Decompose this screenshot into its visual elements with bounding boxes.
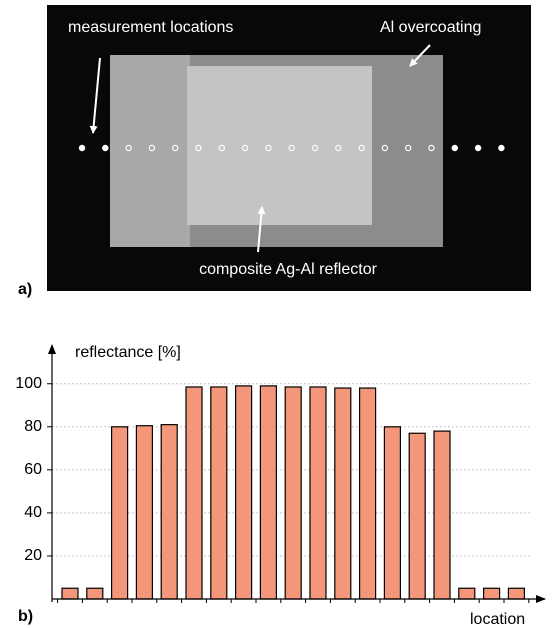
y-axis-label: reflectance [%] (75, 344, 181, 361)
bar (235, 385, 253, 600)
bar (483, 587, 501, 600)
arrow (89, 57, 101, 134)
dot (195, 144, 202, 152)
dot (428, 144, 435, 152)
dot (265, 144, 272, 152)
bar (458, 587, 476, 600)
bar (160, 424, 178, 600)
bar (210, 386, 228, 600)
panel-label: b) (18, 608, 33, 625)
dot (335, 144, 342, 152)
dot (148, 144, 156, 152)
y-tick-label: 100 (15, 375, 42, 392)
bar (284, 386, 302, 600)
al-overcoating-light (110, 55, 190, 247)
dot (498, 144, 505, 152)
dot (381, 144, 389, 152)
dot (311, 144, 319, 152)
dot (218, 144, 225, 152)
dot (474, 144, 482, 152)
dot (288, 144, 295, 152)
bar (383, 426, 401, 600)
dot (241, 144, 249, 152)
bar (86, 587, 104, 600)
measurement-dots (78, 144, 505, 152)
dot (102, 144, 109, 152)
dot (171, 144, 179, 152)
bar (185, 386, 203, 600)
chart: b) reflectance [%] location 20 40 60 80 100 (15, 344, 546, 628)
bar (433, 430, 451, 600)
dot (451, 144, 458, 152)
annotation: Al overcoating (380, 19, 481, 36)
annotation: measurement locations (68, 19, 233, 36)
photo: measurement locations Al overcoating com… (18, 5, 531, 298)
bar (135, 425, 153, 600)
dot (358, 144, 365, 152)
composite-reflector-area (187, 66, 372, 225)
panel-label: a) (18, 281, 32, 298)
x-axis-label: location (470, 611, 525, 628)
y-tick-label: 80 (24, 418, 42, 435)
dot (78, 144, 86, 152)
bar (110, 426, 129, 600)
y-tick-label: 60 (24, 461, 42, 478)
bar (309, 386, 327, 600)
bar (507, 587, 525, 600)
bar (259, 385, 277, 600)
bar (334, 387, 352, 600)
dot (405, 144, 412, 152)
bar (408, 432, 426, 600)
bar (61, 587, 79, 600)
y-tick-label: 40 (24, 504, 42, 521)
y-tick-label: 20 (24, 547, 42, 564)
dot (125, 144, 132, 152)
bar (359, 387, 377, 600)
arrow (257, 206, 266, 253)
arrow (409, 44, 431, 67)
annotation: composite Ag-Al reflector (199, 261, 378, 278)
